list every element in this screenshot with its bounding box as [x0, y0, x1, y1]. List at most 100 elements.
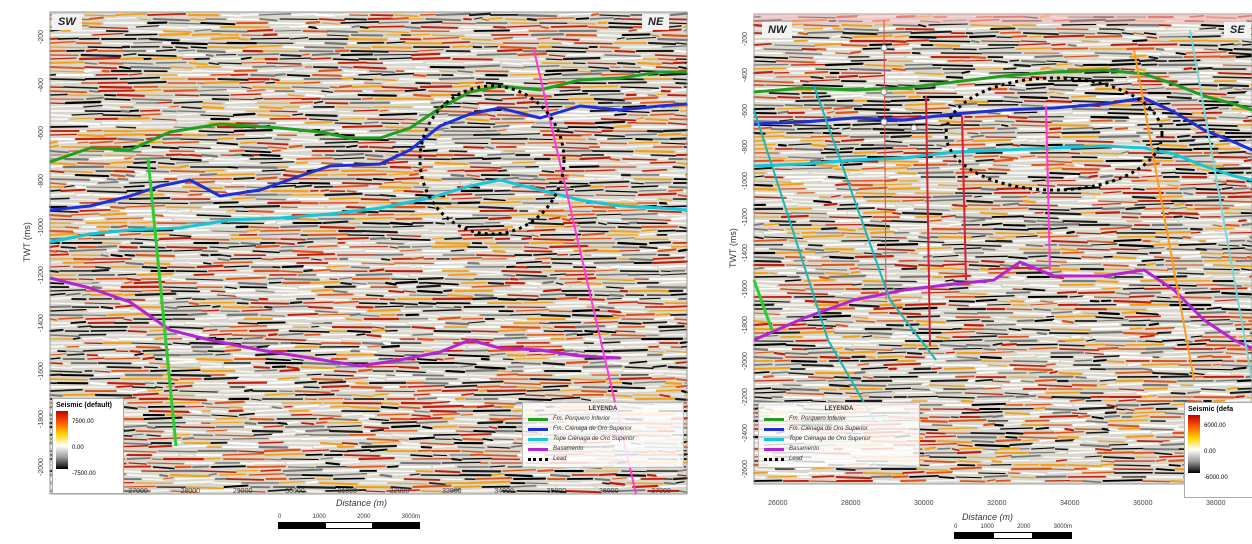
legend-swatch [764, 457, 784, 461]
scale-bar: 0 1000 2000 3000m [954, 524, 1072, 539]
colorbar-max: 7500.00 [72, 419, 94, 425]
scale-tick: 2000 [357, 514, 371, 520]
legend-swatch [528, 457, 548, 461]
fault-red-1 [925, 95, 931, 347]
y-tick-label: -1800 [742, 316, 749, 334]
x-tick-label: 32000 [389, 488, 410, 495]
fault-teal-3 [1189, 29, 1252, 381]
legend-swatch [764, 427, 784, 431]
y-tick-label: -600 [38, 125, 45, 140]
legend-label: Tope Ciénaga de Oro Superior [789, 436, 871, 442]
scale-tick: 2000 [1017, 524, 1031, 530]
legend-swatch [528, 417, 548, 421]
y-tick-label: -400 [38, 77, 45, 92]
colorbar-mid: 0.00 [1204, 449, 1216, 455]
y-tick-label: -800 [38, 173, 45, 188]
y-tick-label: -200 [742, 31, 749, 46]
scale-tick: 1000 [980, 524, 994, 530]
lead-outline [944, 76, 1164, 192]
legend-swatch [764, 447, 784, 451]
scale-tick: 3000m [401, 514, 420, 520]
y-tick-label: -2200 [742, 388, 749, 406]
y-tick-label: -1400 [742, 244, 749, 262]
fault-teal-1 [753, 109, 875, 421]
x-tick-label: 37000 [651, 488, 671, 495]
x-tick-label: 38000 [1206, 500, 1226, 507]
legend-item: Fm. Porquero Inferior [764, 414, 914, 424]
y-tick-label: -1000 [38, 218, 45, 236]
colorbar-title: Seismic (default) [56, 402, 113, 409]
legend-swatch [528, 437, 548, 441]
well-trace [883, 19, 887, 301]
y-tick-label: -1600 [742, 280, 749, 298]
y-tick-label: -2000 [38, 458, 45, 476]
scale-tick: 0 [954, 524, 958, 530]
x-tick-label: 36000 [599, 488, 619, 495]
y-tick-label: -1200 [742, 208, 749, 226]
legend-item: Tope Ciénaga de Oro Superior [528, 434, 678, 444]
fault-green [752, 279, 774, 331]
legend-swatch [528, 447, 548, 451]
y-tick-label: -2000 [742, 352, 749, 370]
legend-title: LEYENDA [824, 406, 854, 412]
horizon-porquero-inferior [49, 70, 687, 164]
legend-swatch [764, 437, 784, 441]
y-tick-label: -800 [742, 139, 749, 154]
seismic-reflectors [48, 12, 689, 494]
x-tick-label: 29000 [232, 488, 253, 495]
fault-green [146, 157, 178, 447]
legend-label: Basamento [789, 446, 820, 452]
corner-label-nw: NW [762, 22, 793, 38]
scale-tick: 0 [278, 514, 282, 520]
scale-tick: 1000 [312, 514, 326, 520]
y-tick-label: -1400 [38, 314, 45, 332]
x-tick-label: 32000 [987, 500, 1007, 507]
legend: LEYENDA Fm. Porquero Inferior Fm. Ciénag… [758, 402, 920, 468]
legend-label: Fm. Ciénaga de Oro Superior [789, 426, 868, 432]
horizon-tope-cienaga-oro [753, 144, 1252, 182]
fault-teal-2 [813, 85, 937, 361]
colorbar-gradient [56, 411, 68, 469]
seismic-section-left: SW NE TWT (ms) -200 -400 -600 -800 -1000 -120… [22, 11, 689, 529]
horizon-basamento [49, 276, 621, 368]
legend-label: Basamento [553, 446, 584, 452]
y-tick-label: -2600 [742, 460, 749, 478]
horizon-cienaga-oro-superior [753, 96, 1252, 152]
x-tick-label: 28000 [180, 488, 201, 495]
legend-title: LEYENDA [588, 406, 618, 412]
scale-tick: 3000m [1053, 524, 1072, 530]
y-axis-label: TWT (ms) [728, 228, 738, 268]
colorbar-mid: 0.00 [72, 445, 84, 451]
x-axis-label: Distance (m) [962, 512, 1014, 522]
horizon-basamento [753, 260, 1252, 350]
well-marker [910, 124, 918, 132]
x-tick-label: 30000 [285, 488, 305, 495]
corner-label-sw: SW [52, 14, 82, 30]
corner-label-ne: NE [642, 14, 670, 30]
colorbar-min: -6000.00 [1204, 475, 1228, 481]
colorbar-min: -7500.00 [72, 471, 96, 477]
y-tick-label: -200 [38, 29, 45, 44]
y-tick-label: -1800 [38, 410, 45, 428]
legend-item: Fm. Ciénaga de Oro Superior [764, 424, 914, 434]
y-tick-label: -600 [742, 103, 749, 118]
legend-label: Fm. Ciénaga de Oro Superior [553, 426, 632, 432]
legend-swatch [764, 417, 784, 421]
fault-orange [1133, 49, 1195, 381]
x-tick-label: 31000 [337, 488, 357, 495]
legend-label: Fm. Porquero Inferior [789, 416, 847, 422]
legend-item: Basamento [764, 444, 914, 454]
colorbar-max: 6000.00 [1204, 423, 1226, 429]
colorbar: Seismic (defa 6000.00 0.00 -6000.00 [1184, 402, 1252, 498]
legend-label: Lead [789, 456, 803, 462]
y-tick-label: -1600 [38, 362, 45, 380]
corner-label-se: SE [1224, 22, 1251, 38]
seismic-image-left [48, 11, 689, 495]
x-tick-label: 33000 [442, 488, 462, 495]
well-marker [880, 44, 888, 52]
legend-swatch [528, 427, 548, 431]
seismic-section-right: NW SE TWT (ms) -200 -400 -600 -800 -1000 -120… [724, 0, 1252, 544]
fault-magenta [1045, 105, 1051, 271]
well-marker [880, 118, 888, 126]
legend-label: Lead [553, 456, 567, 462]
